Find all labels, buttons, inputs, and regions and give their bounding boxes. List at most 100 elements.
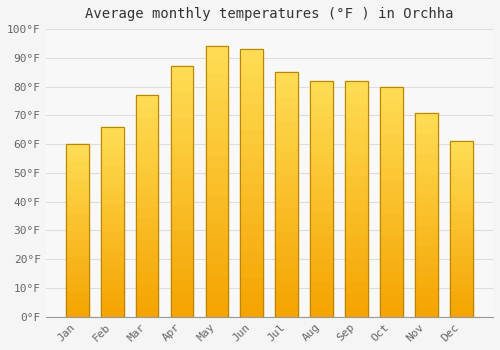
- Bar: [415, 245, 438, 256]
- Bar: [101, 250, 124, 260]
- Bar: [136, 239, 158, 250]
- Bar: [170, 304, 194, 317]
- Bar: [346, 222, 368, 234]
- Bar: [380, 225, 403, 236]
- Bar: [66, 239, 88, 248]
- Bar: [415, 184, 438, 194]
- Bar: [276, 195, 298, 207]
- Bar: [240, 263, 263, 276]
- Bar: [101, 260, 124, 270]
- Bar: [136, 295, 158, 306]
- Bar: [170, 79, 194, 91]
- Bar: [276, 280, 298, 292]
- Bar: [206, 209, 229, 222]
- Bar: [66, 144, 88, 317]
- Bar: [170, 167, 194, 179]
- Bar: [276, 170, 298, 182]
- Bar: [101, 203, 124, 212]
- Bar: [66, 265, 88, 274]
- Bar: [206, 74, 229, 87]
- Bar: [310, 211, 333, 222]
- Bar: [450, 299, 472, 308]
- Bar: [380, 86, 403, 317]
- Bar: [415, 204, 438, 215]
- Bar: [450, 185, 472, 194]
- Bar: [346, 270, 368, 281]
- Bar: [170, 192, 194, 204]
- Bar: [101, 222, 124, 231]
- Bar: [346, 258, 368, 270]
- Bar: [346, 152, 368, 163]
- Bar: [101, 174, 124, 184]
- Bar: [101, 270, 124, 279]
- Bar: [310, 81, 333, 317]
- Bar: [101, 165, 124, 174]
- Bar: [66, 161, 88, 170]
- Bar: [136, 306, 158, 317]
- Bar: [276, 72, 298, 317]
- Bar: [450, 264, 472, 273]
- Bar: [170, 91, 194, 104]
- Bar: [206, 276, 229, 290]
- Bar: [346, 187, 368, 199]
- Bar: [380, 121, 403, 133]
- Bar: [276, 231, 298, 244]
- Bar: [101, 127, 124, 136]
- Bar: [136, 250, 158, 261]
- Bar: [380, 271, 403, 282]
- Bar: [415, 133, 438, 143]
- Bar: [276, 158, 298, 170]
- Bar: [136, 228, 158, 239]
- Bar: [415, 256, 438, 266]
- Bar: [450, 308, 472, 317]
- Bar: [450, 141, 472, 317]
- Bar: [450, 290, 472, 299]
- Bar: [310, 175, 333, 187]
- Bar: [101, 184, 124, 193]
- Bar: [66, 170, 88, 179]
- Bar: [206, 154, 229, 168]
- Bar: [346, 128, 368, 140]
- Bar: [66, 291, 88, 300]
- Bar: [310, 128, 333, 140]
- Bar: [240, 223, 263, 237]
- Bar: [346, 305, 368, 317]
- Bar: [136, 128, 158, 140]
- Bar: [206, 87, 229, 100]
- Bar: [101, 146, 124, 155]
- Bar: [66, 213, 88, 222]
- Bar: [310, 305, 333, 317]
- Bar: [450, 203, 472, 211]
- Bar: [206, 127, 229, 141]
- Bar: [240, 130, 263, 143]
- Bar: [136, 95, 158, 317]
- Bar: [415, 307, 438, 317]
- Bar: [66, 274, 88, 282]
- Bar: [240, 183, 263, 196]
- Bar: [415, 112, 438, 317]
- Bar: [276, 268, 298, 280]
- Bar: [276, 219, 298, 231]
- Bar: [240, 63, 263, 76]
- Bar: [346, 116, 368, 128]
- Bar: [380, 179, 403, 190]
- Bar: [170, 66, 194, 317]
- Bar: [136, 261, 158, 273]
- Bar: [310, 222, 333, 234]
- Bar: [380, 156, 403, 167]
- Bar: [450, 247, 472, 256]
- Bar: [170, 242, 194, 254]
- Bar: [310, 246, 333, 258]
- Bar: [170, 117, 194, 129]
- Bar: [380, 282, 403, 294]
- Bar: [346, 175, 368, 187]
- Bar: [415, 276, 438, 286]
- Bar: [240, 196, 263, 210]
- Bar: [66, 196, 88, 205]
- Bar: [380, 190, 403, 202]
- Bar: [380, 98, 403, 110]
- Bar: [240, 49, 263, 63]
- Bar: [66, 144, 88, 153]
- Bar: [276, 256, 298, 268]
- Bar: [66, 248, 88, 257]
